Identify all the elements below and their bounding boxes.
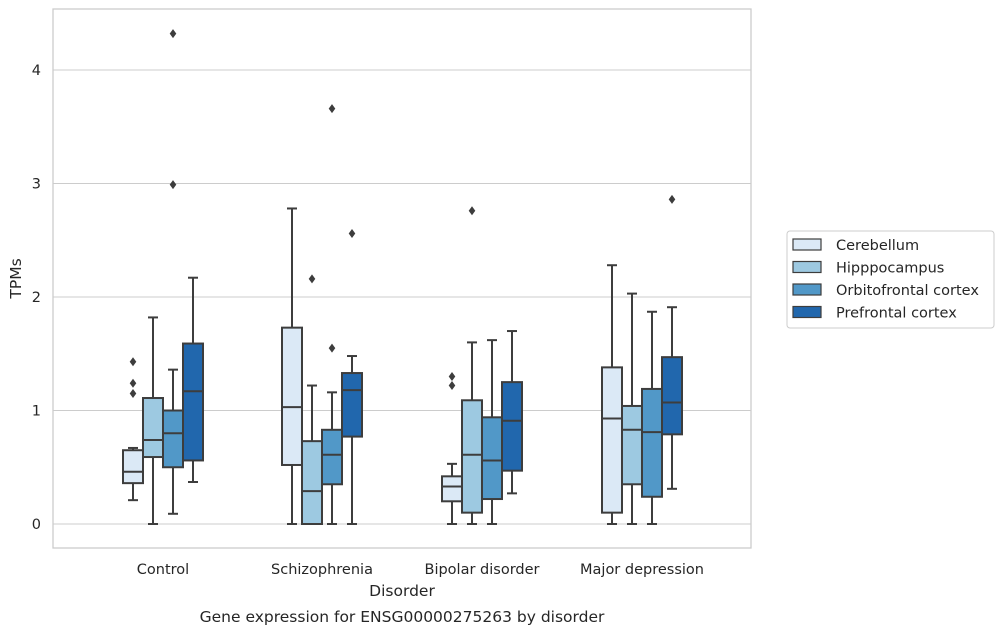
box-prefrontal-cortex [341, 228, 363, 525]
legend-label: Cerebellum [836, 238, 919, 254]
iqr-box [301, 440, 323, 525]
box-cerebellum [601, 264, 623, 525]
y-axis-title: TPMs [7, 258, 25, 299]
iqr-box [501, 381, 523, 472]
box-hipppocampus [142, 316, 164, 525]
plot-area [122, 29, 683, 525]
legend-label: Hipppocampus [836, 261, 944, 277]
iqr-box [281, 326, 303, 466]
outlier-point [129, 388, 137, 398]
outlier-point [328, 343, 336, 353]
outlier-point [348, 228, 356, 238]
box-prefrontal-cortex [661, 194, 683, 490]
iqr-box [601, 366, 623, 514]
x-axis-ticks: Control Schizophrenia Bipolar disorder Majo… [137, 562, 704, 578]
outlier-point [448, 371, 456, 381]
box-hipppocampus [621, 292, 643, 525]
iqr-box [441, 475, 463, 503]
box-cerebellum [281, 207, 303, 525]
box-cerebellum [122, 357, 144, 502]
iqr-box [321, 428, 343, 486]
outlier-point [668, 194, 676, 204]
legend-label: Orbitofrontal cortex [836, 283, 979, 299]
iqr-box [162, 409, 184, 469]
x-tick-label: Control [137, 562, 189, 578]
iqr-box [142, 397, 164, 459]
plot-frame [52, 8, 752, 549]
y-tick-label: 2 [32, 290, 41, 306]
box-hipppocampus [461, 206, 483, 525]
legend: Cerebellum Hipppocampus Orbitofrontal cort… [786, 230, 995, 329]
box-orbitofrontal-cortex [641, 310, 663, 525]
iqr-box [341, 372, 363, 438]
x-tick-label: Schizophrenia [271, 562, 373, 578]
outlier-point [328, 104, 336, 114]
y-tick-label: 4 [32, 63, 41, 79]
iqr-box [641, 387, 663, 498]
outlier-point [468, 206, 476, 216]
box-hipppocampus [301, 274, 323, 525]
x-axis-title: Disorder [369, 582, 435, 600]
figure-caption: Gene expression for ENSG00000275263 by d… [200, 608, 605, 626]
y-tick-label: 0 [32, 517, 41, 533]
y-tick-label: 3 [32, 177, 41, 193]
box-prefrontal-cortex [182, 276, 204, 484]
legend-swatch [792, 238, 822, 251]
outlier-point [169, 180, 177, 190]
y-tick-label: 1 [32, 404, 41, 420]
iqr-box [461, 399, 483, 514]
x-tick-label: Bipolar disorder [425, 562, 540, 578]
legend-swatch [792, 260, 822, 274]
box-orbitofrontal-cortex [481, 339, 503, 525]
box-orbitofrontal-cortex [162, 29, 184, 515]
iqr-box [122, 449, 144, 485]
iqr-box [661, 356, 683, 436]
iqr-box [182, 342, 204, 462]
outlier-point [129, 378, 137, 388]
box-cerebellum [441, 371, 463, 525]
outlier-point [129, 357, 137, 367]
outlier-point [308, 274, 316, 284]
outlier-point [448, 381, 456, 391]
legend-label: Prefrontal cortex [836, 306, 957, 322]
legend-frame [786, 230, 995, 329]
iqr-box [621, 404, 643, 486]
iqr-box [481, 416, 503, 501]
box-prefrontal-cortex [501, 330, 523, 495]
y-axis-ticks: 0 1 2 3 4 [32, 63, 41, 533]
outlier-point [169, 29, 177, 39]
x-tick-label: Major depression [580, 562, 704, 578]
box-orbitofrontal-cortex [321, 104, 343, 525]
legend-swatch [792, 305, 822, 319]
legend-swatch [792, 283, 822, 296]
